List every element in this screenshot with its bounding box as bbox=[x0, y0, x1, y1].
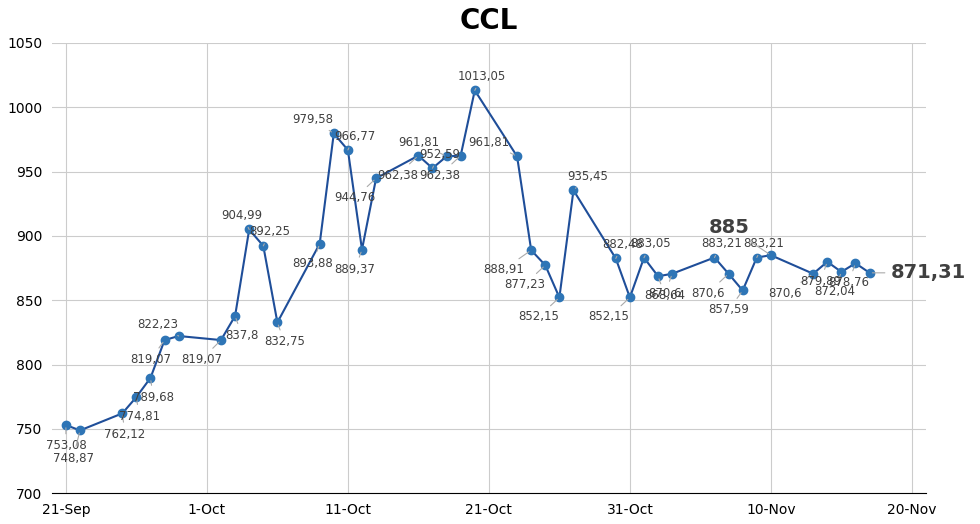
Text: 832,75: 832,75 bbox=[264, 325, 305, 348]
Text: 1013,05: 1013,05 bbox=[458, 70, 506, 91]
Text: 789,68: 789,68 bbox=[132, 380, 173, 404]
Text: 819,07: 819,07 bbox=[181, 342, 222, 366]
Text: 904,99: 904,99 bbox=[221, 209, 263, 230]
Text: 762,12: 762,12 bbox=[105, 416, 146, 441]
Text: 879,89: 879,89 bbox=[800, 265, 841, 288]
Text: 962,38: 962,38 bbox=[377, 158, 418, 181]
Text: 748,87: 748,87 bbox=[53, 433, 93, 465]
Text: 837,8: 837,8 bbox=[225, 319, 259, 342]
Text: 868,64: 868,64 bbox=[645, 279, 686, 302]
Text: 966,77: 966,77 bbox=[334, 129, 375, 150]
Text: 979,58: 979,58 bbox=[292, 113, 333, 132]
Text: 883,05: 883,05 bbox=[630, 237, 671, 258]
Text: 961,81: 961,81 bbox=[468, 136, 514, 155]
Title: CCL: CCL bbox=[460, 7, 518, 35]
Text: 935,45: 935,45 bbox=[567, 170, 608, 188]
Text: 944,76: 944,76 bbox=[334, 180, 376, 204]
Text: 888,91: 888,91 bbox=[483, 252, 529, 276]
Text: 857,59: 857,59 bbox=[709, 293, 750, 316]
Text: 961,81: 961,81 bbox=[398, 136, 444, 155]
Text: 883,21: 883,21 bbox=[701, 237, 742, 257]
Text: 870,6: 870,6 bbox=[649, 276, 682, 300]
Text: 870,6: 870,6 bbox=[768, 275, 810, 300]
Text: 877,23: 877,23 bbox=[504, 267, 545, 291]
Text: 871,31: 871,31 bbox=[872, 264, 965, 282]
Text: 870,6: 870,6 bbox=[691, 276, 726, 300]
Text: 882,48: 882,48 bbox=[603, 238, 643, 258]
Text: 893,88: 893,88 bbox=[292, 246, 333, 270]
Text: 878,76: 878,76 bbox=[828, 266, 869, 289]
Text: 883,21: 883,21 bbox=[743, 237, 784, 257]
Text: 885: 885 bbox=[709, 218, 768, 254]
Text: 753,08: 753,08 bbox=[45, 428, 86, 452]
Text: 952,59: 952,59 bbox=[418, 148, 460, 168]
Text: 774,81: 774,81 bbox=[119, 400, 160, 423]
Text: 872,04: 872,04 bbox=[814, 275, 855, 298]
Text: 822,23: 822,23 bbox=[137, 319, 178, 336]
Text: 962,38: 962,38 bbox=[419, 158, 461, 181]
Text: 889,37: 889,37 bbox=[334, 252, 375, 276]
Text: 852,15: 852,15 bbox=[589, 299, 629, 323]
Text: 819,07: 819,07 bbox=[130, 342, 172, 366]
Text: 852,15: 852,15 bbox=[518, 299, 559, 323]
Text: 892,25: 892,25 bbox=[250, 225, 291, 246]
